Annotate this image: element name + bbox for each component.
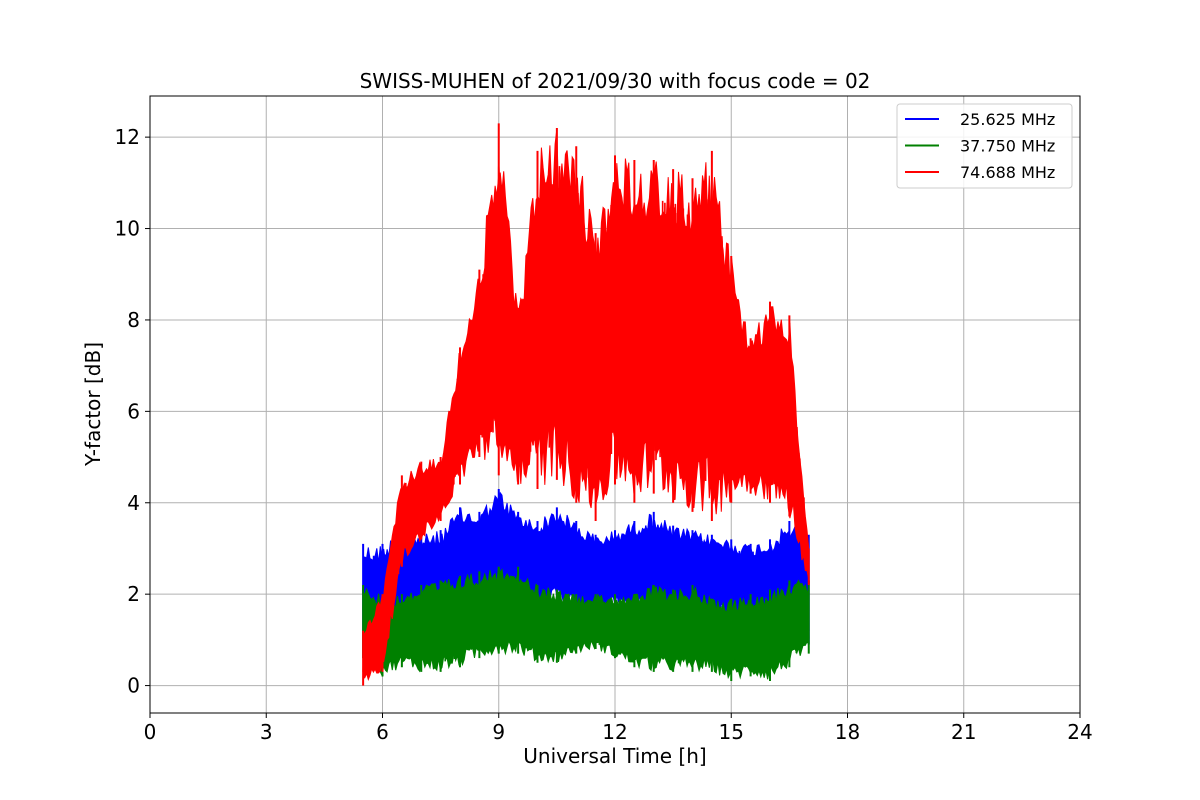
series-line <box>362 166 810 679</box>
x-tick-label: 12 <box>602 720 627 744</box>
x-tick-label: 15 <box>719 720 744 744</box>
chart-title: SWISS-MUHEN of 2021/09/30 with focus cod… <box>360 69 871 93</box>
legend-label: 37.750 MHz <box>960 137 1055 156</box>
plot-data <box>362 123 810 686</box>
x-tick-label: 3 <box>260 720 273 744</box>
legend: 25.625 MHz 37.750 MHz 74.688 MHz <box>896 103 1073 189</box>
y-tick-label: 2 <box>127 582 140 606</box>
x-axis-label: Universal Time [h] <box>523 744 706 768</box>
series-line <box>362 575 810 671</box>
series-3 <box>362 123 810 686</box>
x-tick-label: 0 <box>144 720 157 744</box>
legend-label: 74.688 MHz <box>960 163 1055 182</box>
legend-label: 25.625 MHz <box>960 110 1055 129</box>
legend-box <box>896 103 1073 189</box>
x-tick-label: 9 <box>492 720 505 744</box>
y-tick-label: 4 <box>127 491 140 515</box>
y-tick-label: 10 <box>115 217 140 241</box>
y-tick-label: 0 <box>127 674 140 698</box>
x-tick-label: 6 <box>376 720 389 744</box>
y-axis-label: Y-factor [dB] <box>81 342 105 467</box>
y-tick-label: 8 <box>127 308 140 332</box>
y-tick-label: 6 <box>127 399 140 423</box>
x-tick-label: 21 <box>951 720 976 744</box>
x-tick-label: 24 <box>1067 720 1092 744</box>
y-tick-label: 12 <box>115 125 140 149</box>
x-tick-label: 18 <box>835 720 860 744</box>
